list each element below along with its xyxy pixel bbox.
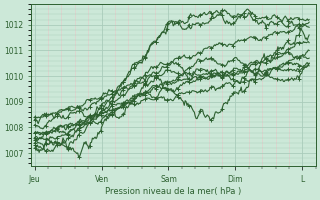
X-axis label: Pression niveau de la mer( hPa ): Pression niveau de la mer( hPa ): [105, 187, 242, 196]
